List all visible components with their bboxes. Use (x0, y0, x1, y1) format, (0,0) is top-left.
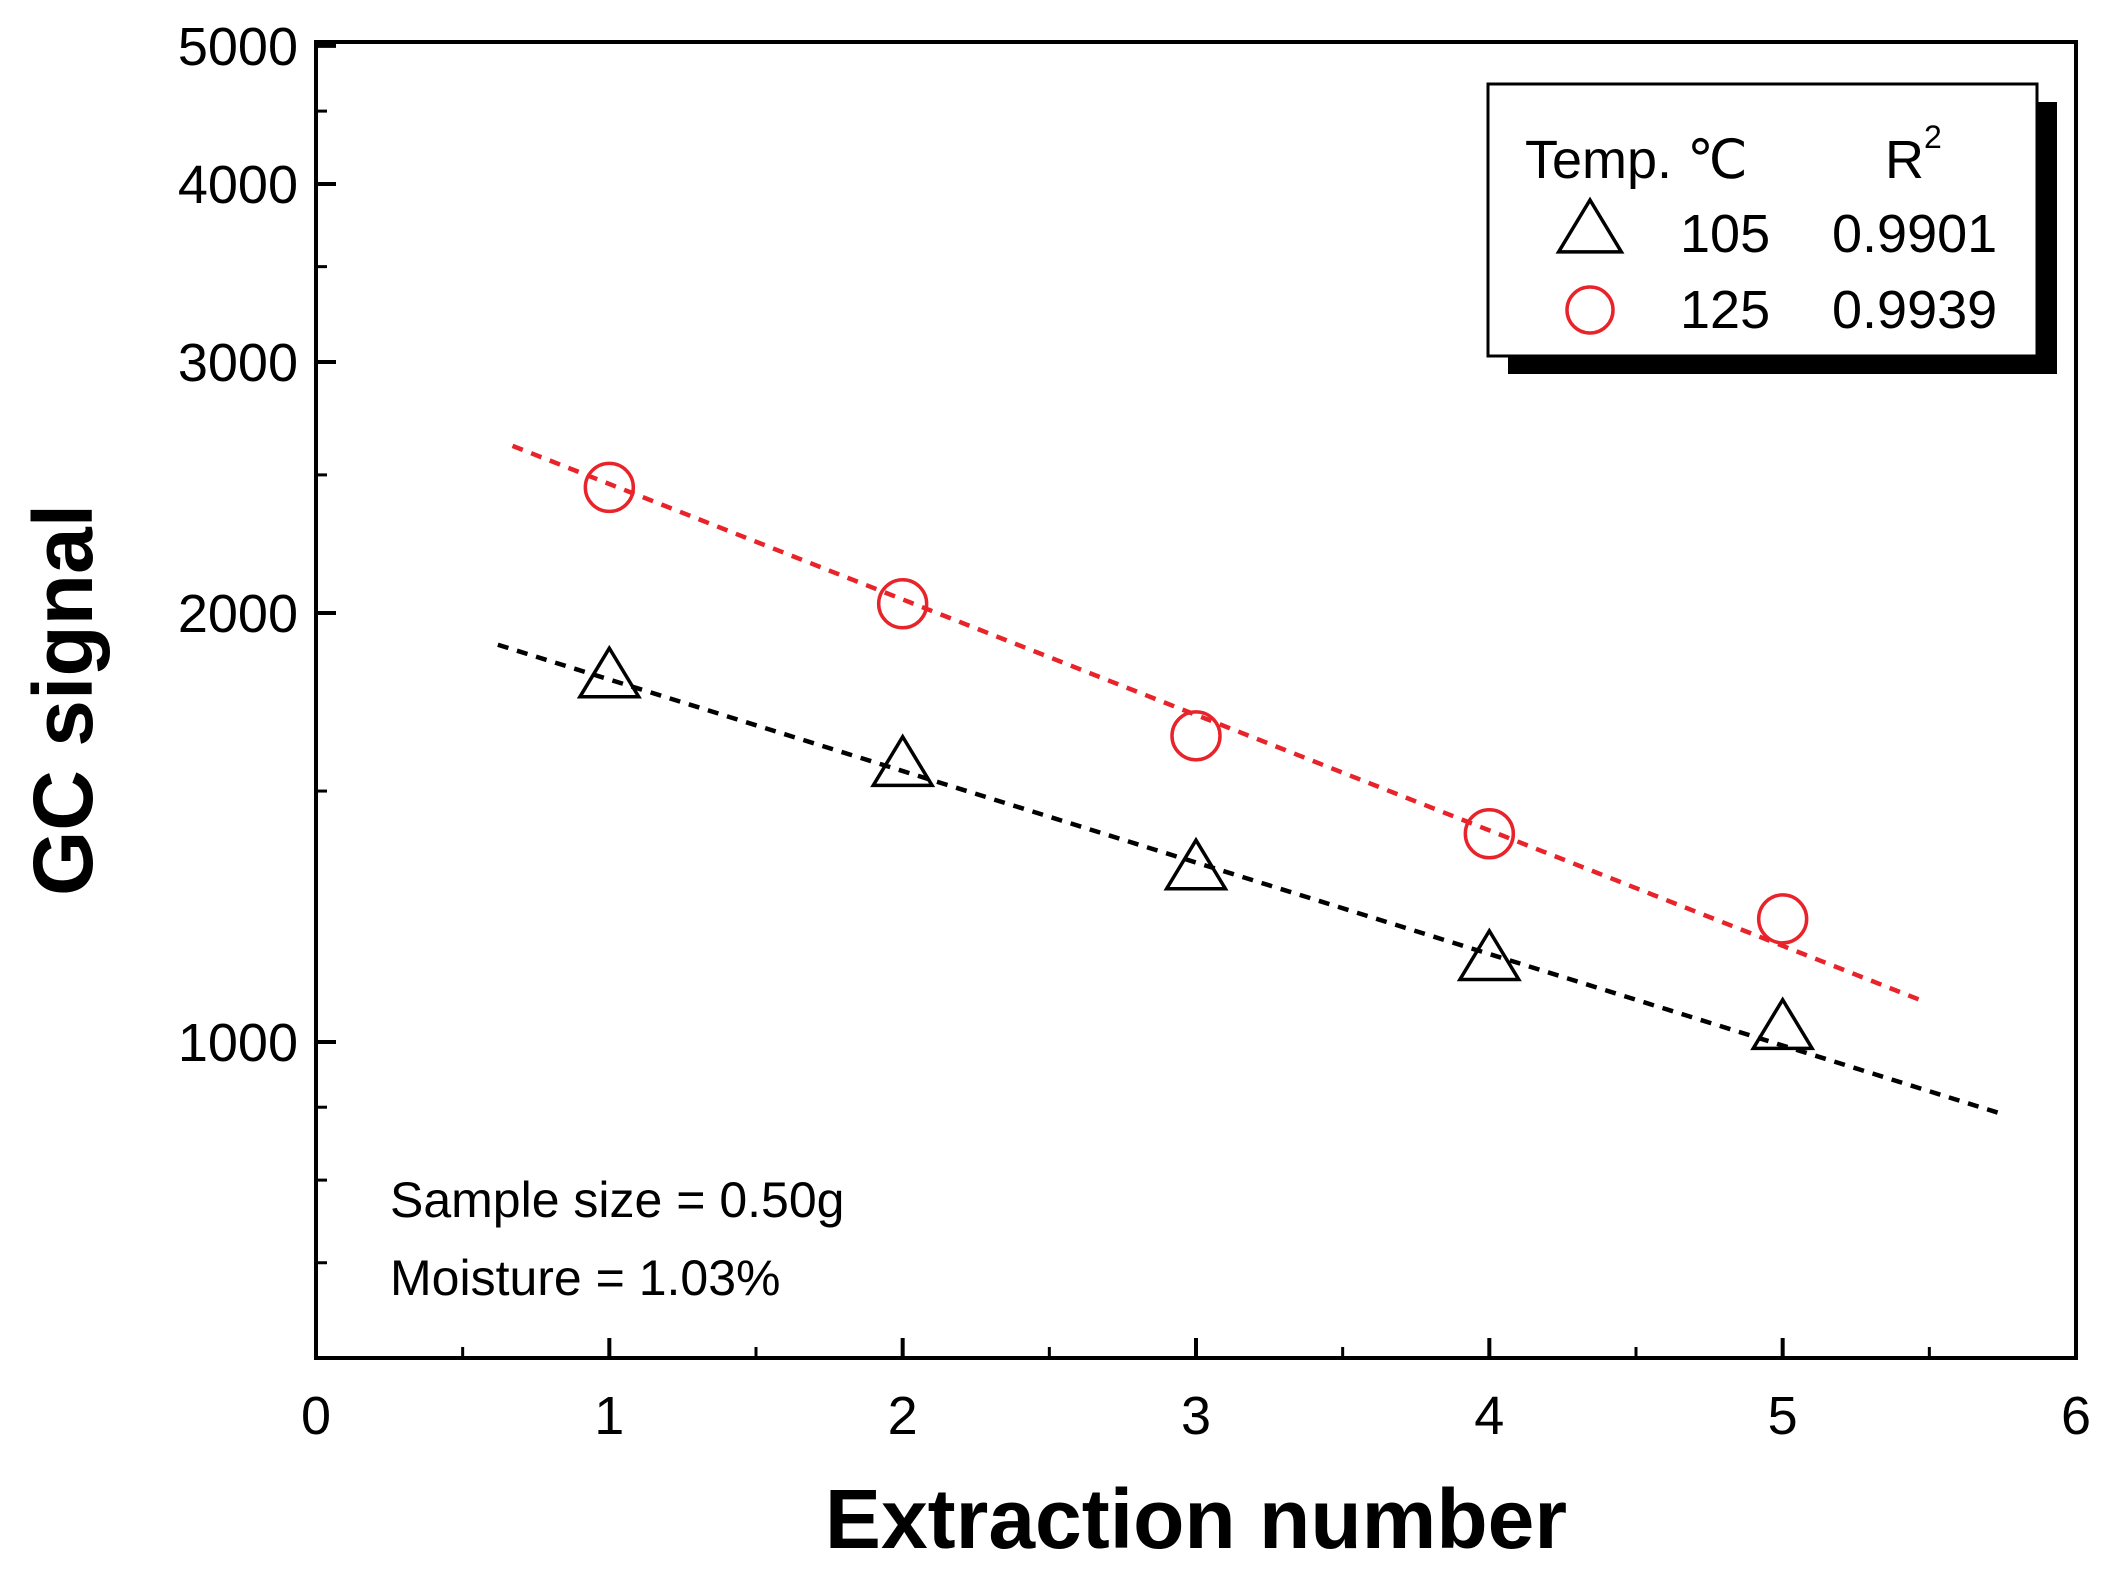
legend-r2-125: 0.9939 (1832, 280, 1997, 340)
annotation-text: Sample size = 0.50g (390, 1172, 844, 1228)
x-tick-label: 0 (301, 1386, 331, 1446)
data-point-125 (1170, 710, 1222, 762)
legend-marker-125 (1565, 285, 1615, 335)
legend-temp-125: 125 (1680, 280, 1770, 340)
y-axis-title: GC signal (16, 504, 110, 896)
y-tick-label: 4000 (178, 155, 298, 215)
y-tick-label: 5000 (178, 17, 298, 77)
tick-labels: 1000 2000 3000 4000 5000 0 1 2 3 4 5 6 (178, 17, 2091, 1446)
data-point-125 (876, 578, 929, 630)
legend-header-temp: Temp. ℃ (1525, 130, 1748, 190)
data-point-105 (1456, 927, 1522, 982)
data-markers (576, 461, 1816, 1051)
x-axis-title: Extraction number (825, 1472, 1567, 1565)
legend: Temp. ℃ R2 105 0.9901 125 0.9939 (1486, 82, 2057, 374)
fit-line-125 (511, 443, 1922, 1003)
fit-line-105 (497, 642, 2004, 1117)
x-tick-label: 1 (594, 1386, 624, 1446)
legend-r2-105: 0.9901 (1832, 204, 1997, 264)
x-tick-label: 5 (1768, 1386, 1798, 1446)
fit-lines (497, 443, 2004, 1117)
annotation-text: Moisture = 1.03% (390, 1250, 780, 1306)
y-tick-label: 2000 (178, 584, 298, 644)
legend-header-r2: R2 (1885, 119, 1942, 190)
data-point-105 (1750, 996, 1816, 1051)
x-tick-label: 2 (888, 1386, 918, 1446)
legend-marker-105 (1555, 196, 1625, 254)
data-point-125 (1756, 893, 1809, 945)
data-point-105 (576, 644, 642, 699)
legend-temp-105: 105 (1680, 204, 1770, 264)
annotations: Sample size = 0.50g Moisture = 1.03% (390, 1172, 844, 1306)
plot-frame (314, 40, 2078, 1360)
data-point-105 (1163, 836, 1229, 891)
x-tick-label: 6 (2061, 1386, 2091, 1446)
data-point-125 (1463, 808, 1516, 860)
y-tick-label: 1000 (178, 1013, 298, 1073)
x-tick-label: 4 (1474, 1386, 1504, 1446)
x-tick-label: 3 (1181, 1386, 1211, 1446)
y-tick-label: 3000 (178, 333, 298, 393)
data-point-105 (870, 733, 936, 788)
data-point-125 (583, 461, 636, 514)
